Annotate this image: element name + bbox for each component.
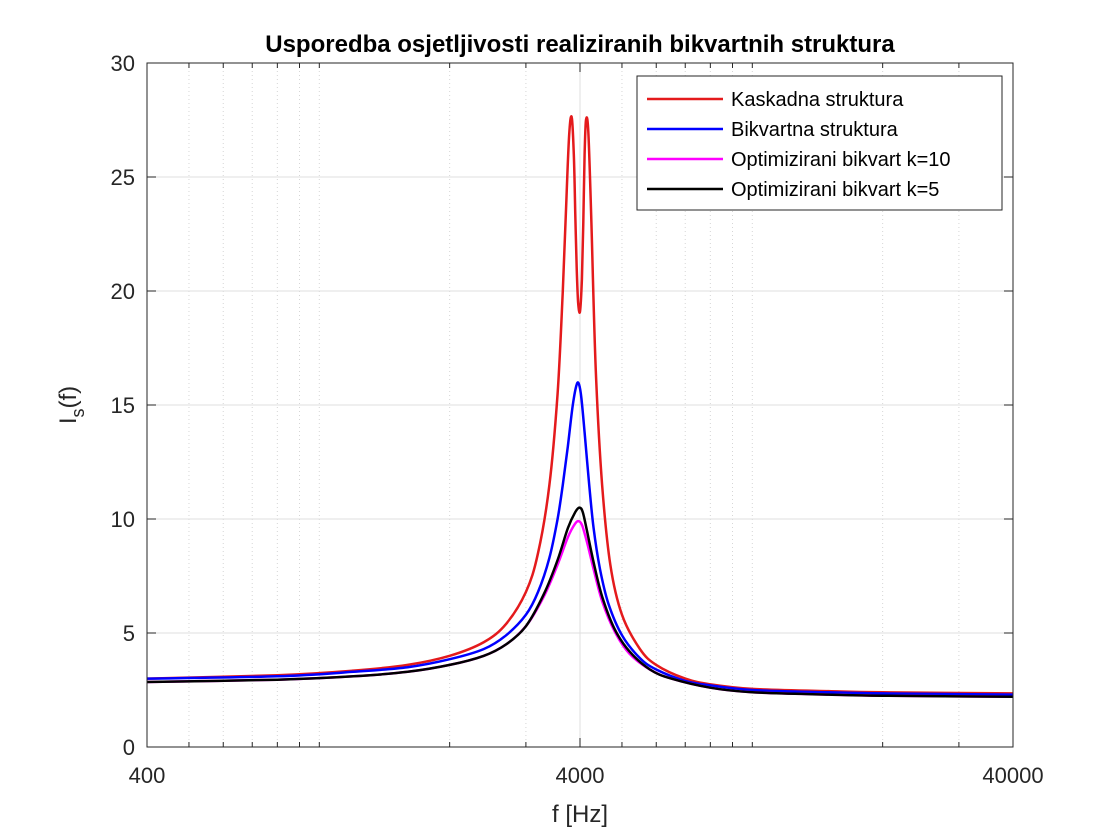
axis-ticks: 400 4000 40000 0 5 10 15 20 25 30 xyxy=(111,51,1044,788)
y-tick-label: 10 xyxy=(111,507,135,532)
chart-title: Usporedba osjetljivosti realiziranih bik… xyxy=(265,31,895,58)
legend-label: Kaskadna struktura xyxy=(731,89,904,111)
y-tick-label: 30 xyxy=(111,51,135,76)
legend-label: Optimizirani bikvart k=10 xyxy=(731,149,951,171)
legend-label: Optimizirani bikvart k=5 xyxy=(731,179,939,201)
legend: Kaskadna struktura Bikvartna struktura Opt… xyxy=(636,75,1003,211)
y-axis-title: Is(f) xyxy=(55,386,88,424)
y-axis-title-main: I xyxy=(55,417,82,424)
y-axis-title-subscript: s xyxy=(68,408,88,417)
y-tick-label: 0 xyxy=(123,735,135,760)
y-tick-label: 15 xyxy=(111,393,135,418)
series-lines xyxy=(146,115,1014,699)
x-tick-label: 40000 xyxy=(982,763,1043,788)
y-tick-label: 5 xyxy=(123,621,135,646)
legend-label: Bikvartna struktura xyxy=(731,119,899,141)
x-tick-label: 4000 xyxy=(556,763,605,788)
x-axis-title: f [Hz] xyxy=(552,801,608,828)
series-line xyxy=(146,506,1014,699)
series-line xyxy=(146,381,1014,696)
y-tick-label: 25 xyxy=(111,165,135,190)
series-line xyxy=(146,115,1014,695)
y-axis-title-suffix: (f) xyxy=(55,386,82,409)
x-tick-label: 400 xyxy=(129,763,166,788)
y-tick-label: 20 xyxy=(111,279,135,304)
